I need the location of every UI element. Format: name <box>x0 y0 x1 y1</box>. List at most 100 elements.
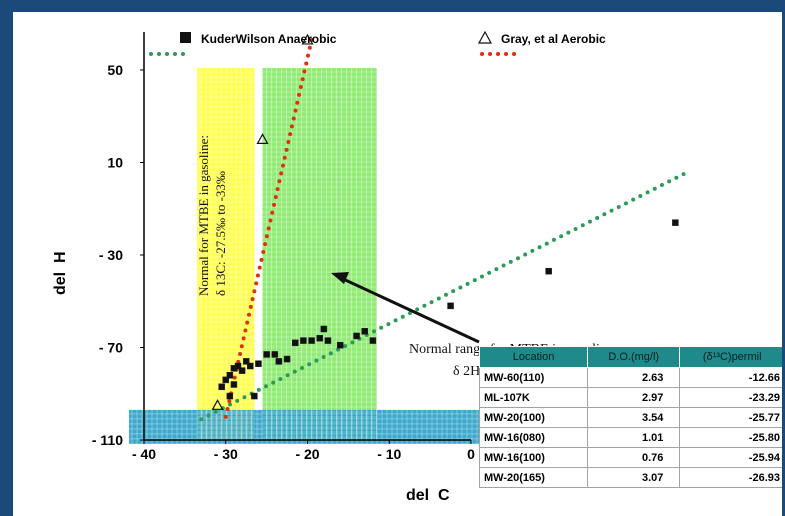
anaerobic-point <box>545 267 552 275</box>
trend-dot <box>225 407 230 412</box>
trend-dot <box>623 201 628 206</box>
anaerobic-point <box>234 362 242 370</box>
trend-dot <box>248 304 253 309</box>
trend-dot <box>451 289 456 294</box>
trend-dot <box>652 186 657 191</box>
anaerobic-point <box>218 383 225 391</box>
trend-dot <box>275 187 280 192</box>
table-cell: -25.80 <box>679 427 782 448</box>
trend-dot <box>393 318 398 323</box>
x-tick-label: - 20 <box>295 446 319 462</box>
trend-dot <box>292 369 297 374</box>
table-row: ML-107K 2.97 -23.29 <box>478 387 782 408</box>
trend-dot <box>415 307 420 312</box>
trend-dot <box>328 351 333 356</box>
anaerobic-point <box>300 337 307 344</box>
anaerobic-point <box>226 372 234 379</box>
trend-dot <box>241 336 246 341</box>
aerobic-point <box>256 133 269 144</box>
trend-dot <box>238 352 243 357</box>
legend-square-marker <box>180 32 191 43</box>
trend-dot <box>465 281 470 286</box>
trend-dot <box>537 245 542 250</box>
anaerobic-point <box>361 328 368 335</box>
legend-red-dots <box>488 52 492 56</box>
trend-dot <box>422 303 427 308</box>
legend-label-kuderwilson: KuderWilson Anaerobic <box>201 32 337 46</box>
trend-dot <box>242 395 247 400</box>
trend-dot <box>458 285 463 290</box>
trend-dot <box>595 215 600 220</box>
trend-dot <box>250 297 255 302</box>
legend-red-dots <box>512 52 516 56</box>
trend-dot <box>443 292 448 297</box>
trend-dot <box>350 340 355 345</box>
anaerobic-point <box>672 219 679 226</box>
trend-dot <box>307 45 312 50</box>
anaerobic-point <box>283 355 291 363</box>
anaerobic-point <box>369 337 377 344</box>
trend-dot <box>336 347 341 352</box>
trend-dot <box>228 402 233 407</box>
anaerobic-point <box>353 332 360 340</box>
trend-dot <box>239 344 244 349</box>
trend-dot <box>544 241 549 246</box>
table-row: MW-16(100) 0.76 -25.94 <box>478 447 782 468</box>
anaerobic-point <box>316 335 324 342</box>
anaerobic-point <box>226 392 234 400</box>
trend-dot <box>257 265 262 270</box>
trend-dot <box>501 263 506 268</box>
trend-dot <box>300 365 305 370</box>
trend-dot <box>206 413 211 418</box>
trend-dot <box>270 210 275 215</box>
trend-dot <box>288 132 293 137</box>
trend-dot <box>261 249 266 254</box>
trend-dot <box>321 354 326 359</box>
annotation-arrow-to-green <box>331 272 480 344</box>
trend-dot <box>487 270 492 275</box>
x-tick-label: - 40 <box>132 446 156 462</box>
trend-dot <box>587 219 592 224</box>
trend-dot <box>494 267 499 272</box>
table-cell: 1.01 <box>587 427 681 448</box>
trend-dot <box>277 179 282 184</box>
anaerobic-point <box>255 360 262 367</box>
anaerobic-point <box>230 381 238 388</box>
trend-dot <box>508 259 513 264</box>
table-cell: 0.76 <box>587 447 681 468</box>
anaerobic-point <box>324 337 332 344</box>
legend-green-dots <box>165 52 169 56</box>
anaerobic-point <box>263 351 270 358</box>
trend-dot <box>472 278 477 283</box>
trend-dot <box>264 234 269 239</box>
trend-dot <box>674 175 679 180</box>
x-axis-title: del C <box>406 487 450 504</box>
legend-red-dots <box>504 52 508 56</box>
y-tick-label: - 30 <box>99 247 123 263</box>
trend-dot <box>297 92 302 97</box>
table-row: MW-20(100) 3.54 -25.77 <box>478 407 782 428</box>
trend-dot <box>285 373 290 378</box>
trend-dot <box>379 325 384 330</box>
trend-dot <box>302 69 307 74</box>
anaerobic-point <box>251 392 258 400</box>
legend-red-dots <box>496 52 500 56</box>
trend-dot <box>246 312 251 317</box>
table-row: MW-16(080) 1.01 -25.80 <box>478 427 782 448</box>
anaerobic-point <box>275 358 283 365</box>
chart-panel: - 40 - 30 - 20 - 10 0 50 10 - 30 - 70 - 110 del C… <box>13 12 782 516</box>
trend-dot <box>280 163 285 168</box>
table-cell: MW-16(100) <box>478 447 589 468</box>
table-cell: MW-16(080) <box>478 427 589 448</box>
col-header-do: D.O.(mg/l) <box>587 346 681 368</box>
legend-label-gray: Gray, et al Aerobic <box>501 32 606 46</box>
anaerobic-point <box>308 337 315 344</box>
band-rect-1 <box>262 68 377 440</box>
location-table: Location D.O.(mg/l) (δ¹³C)permil MW-60(1… <box>478 346 782 488</box>
table-cell: MW-60(110) <box>478 367 589 388</box>
trend-dot <box>429 300 434 305</box>
trend-dot <box>266 226 271 231</box>
data-points <box>211 33 679 410</box>
trend-dot <box>245 320 250 325</box>
